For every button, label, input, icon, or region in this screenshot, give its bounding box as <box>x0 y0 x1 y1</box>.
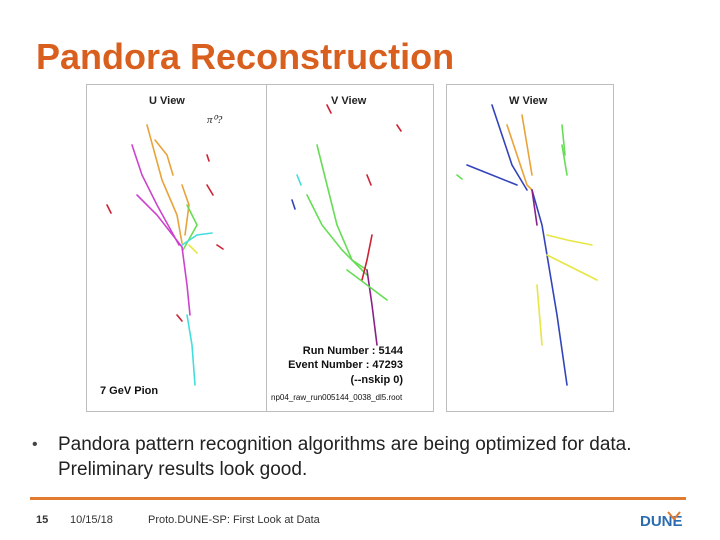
w-view-hits <box>456 104 598 386</box>
particle-label: 7 GeV Pion <box>100 385 159 397</box>
w-view-panel: W View <box>446 84 614 412</box>
bullet-point: • Pandora pattern recognition algorithms… <box>32 432 692 482</box>
file-name: np04_raw_run005144_0038_dl5.root <box>271 393 403 402</box>
nskip-label: (--nskip 0) <box>350 374 403 386</box>
v-view-hits <box>291 104 402 346</box>
event-display-figure: U View π⁰? 7 GeV Pion V View Run Number … <box>86 84 614 412</box>
footer-divider <box>30 497 686 500</box>
u-view-hits <box>106 124 224 386</box>
v-view-panel: V View Run Number : 5144 Event Number : … <box>266 84 434 412</box>
slide-number: 15 <box>36 514 49 526</box>
dune-logo: DUNE <box>638 509 688 531</box>
footer-date: 10/15/18 <box>70 514 113 526</box>
pi0-annotation: π⁰? <box>207 114 223 126</box>
footer-title: Proto.DUNE-SP: First Look at Data <box>148 514 320 526</box>
bullet-marker: • <box>32 436 38 453</box>
run-number: Run Number : 5144 <box>302 345 403 357</box>
bullet-text: Pandora pattern recognition algorithms a… <box>58 434 632 480</box>
w-view-label: W View <box>509 95 548 107</box>
u-view-label: U View <box>149 95 185 107</box>
u-view-panel: U View π⁰? 7 GeV Pion <box>86 84 268 412</box>
v-view-label: V View <box>331 95 367 107</box>
slide-title: Pandora Reconstruction <box>36 36 455 77</box>
event-number: Event Number : 47293 <box>288 359 403 371</box>
